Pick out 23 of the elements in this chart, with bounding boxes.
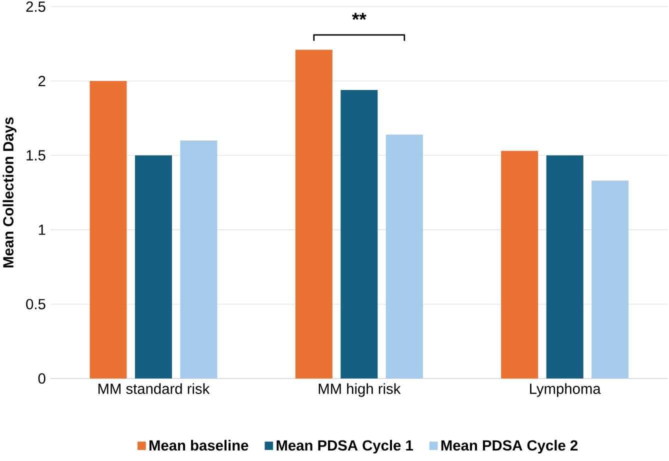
bar (386, 134, 423, 378)
y-axis-title: Mean Collection Days (2, 117, 16, 268)
y-tick-label: 2.5 (26, 1, 46, 12)
y-tick-label: 1 (38, 224, 46, 235)
legend-label: Mean PDSA Cycle 2 (441, 440, 578, 454)
bar (134, 155, 172, 378)
x-tick-label: MM standard risk (98, 383, 210, 394)
x-tick-label: Lymphoma (530, 383, 601, 397)
y-tick-label: 2 (38, 76, 46, 86)
bar (180, 140, 218, 378)
bar (295, 50, 332, 378)
bar (501, 150, 538, 378)
bar (546, 155, 584, 378)
y-tick-label: 0.5 (26, 298, 46, 310)
legend-label: Mean PDSA Cycle 1 (276, 440, 413, 454)
legend-label: Mean baseline (150, 440, 248, 451)
bar (592, 180, 629, 378)
bar (90, 80, 127, 378)
x-tick-label: MM high risk (318, 383, 401, 397)
y-tick-label: 0 (38, 373, 46, 384)
bar (340, 90, 378, 378)
y-tick-label: 1.5 (26, 150, 46, 160)
annotation: ** (352, 12, 366, 20)
